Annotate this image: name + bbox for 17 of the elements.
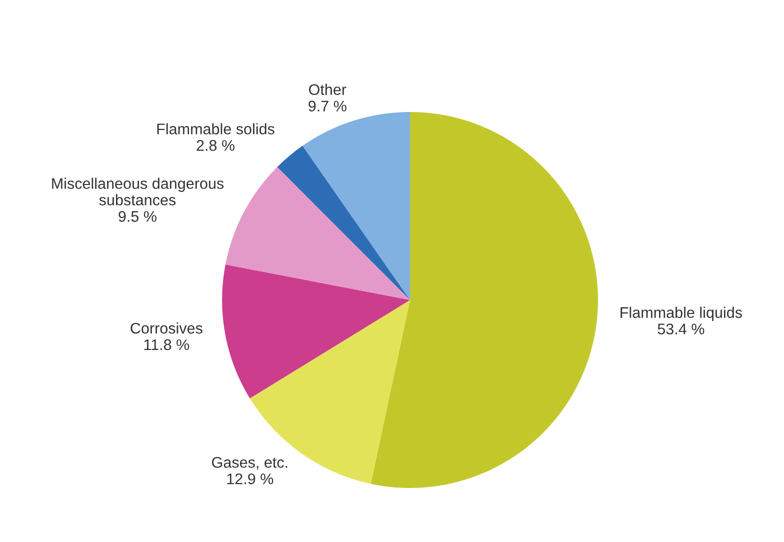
pie-slice xyxy=(277,146,410,300)
data-label: 12.9 % xyxy=(227,473,274,484)
pie-slice xyxy=(222,264,410,398)
data-label: 53.4 % xyxy=(658,324,704,334)
slice-label: Corrosives xyxy=(130,322,202,334)
slice-label: Miscellaneous dangerous substances xyxy=(52,178,224,206)
data-label: 2.8 % xyxy=(196,140,234,151)
pie-slice xyxy=(302,112,410,300)
slice-label: Other xyxy=(309,84,346,96)
data-label: 9.7 % xyxy=(308,100,346,112)
pie-slice xyxy=(370,112,598,488)
data-label: 9.5 % xyxy=(118,211,156,222)
slice-label: Flammable liquids xyxy=(620,306,742,321)
pie-slice xyxy=(225,166,410,300)
slice-label: Flammable solids xyxy=(157,123,274,134)
slice-label: Gases, etc. xyxy=(212,456,288,470)
data-label: 11.8 % xyxy=(144,339,190,350)
